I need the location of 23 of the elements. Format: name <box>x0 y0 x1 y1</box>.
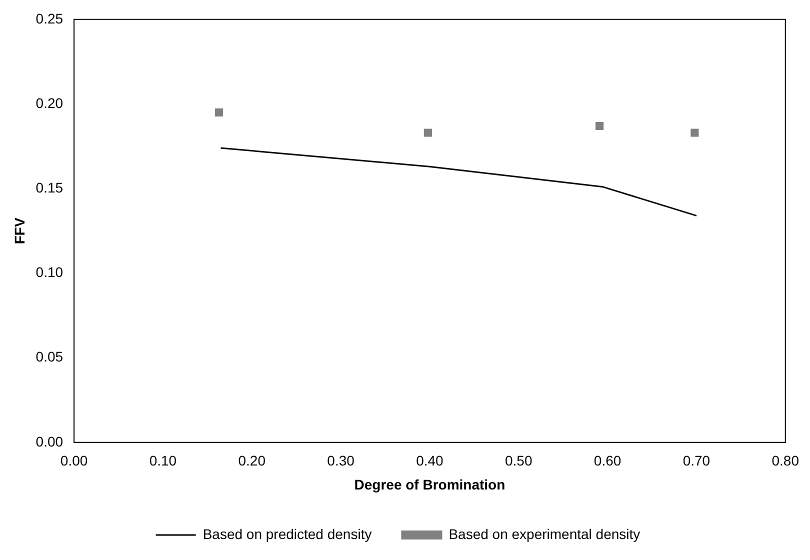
y-tick-label: 0.25 <box>36 10 64 26</box>
point <box>424 128 432 137</box>
x-axis-title: Degree of Bromination <box>354 476 506 492</box>
y-tick-label: 0.20 <box>36 94 64 111</box>
x-tick-label: 0.80 <box>772 452 800 469</box>
x-tick-label: 0.50 <box>505 452 532 469</box>
x-tick-label: 0.20 <box>238 452 266 469</box>
y-axis-title: FFV <box>11 217 28 244</box>
point <box>214 108 224 116</box>
x-tick-label: 0.70 <box>682 452 710 469</box>
y-tick-label: 0.00 <box>36 433 64 450</box>
x-tick-label: 0.40 <box>416 452 444 469</box>
point <box>690 128 699 137</box>
legend-label: Based on predicted density <box>202 526 372 542</box>
y-tick-label: 0.15 <box>36 179 64 196</box>
y-tick-label: 0.10 <box>36 264 64 280</box>
x-tick-label: 0.00 <box>60 452 88 469</box>
y-tick-label: 0.05 <box>36 348 64 365</box>
x-tick-label: 0.60 <box>594 452 622 469</box>
legend-label: Based on experimental density <box>448 526 640 542</box>
point <box>596 122 604 130</box>
x-tick-label: 0.10 <box>149 452 177 469</box>
x-tick-label: 0.30 <box>327 452 355 469</box>
